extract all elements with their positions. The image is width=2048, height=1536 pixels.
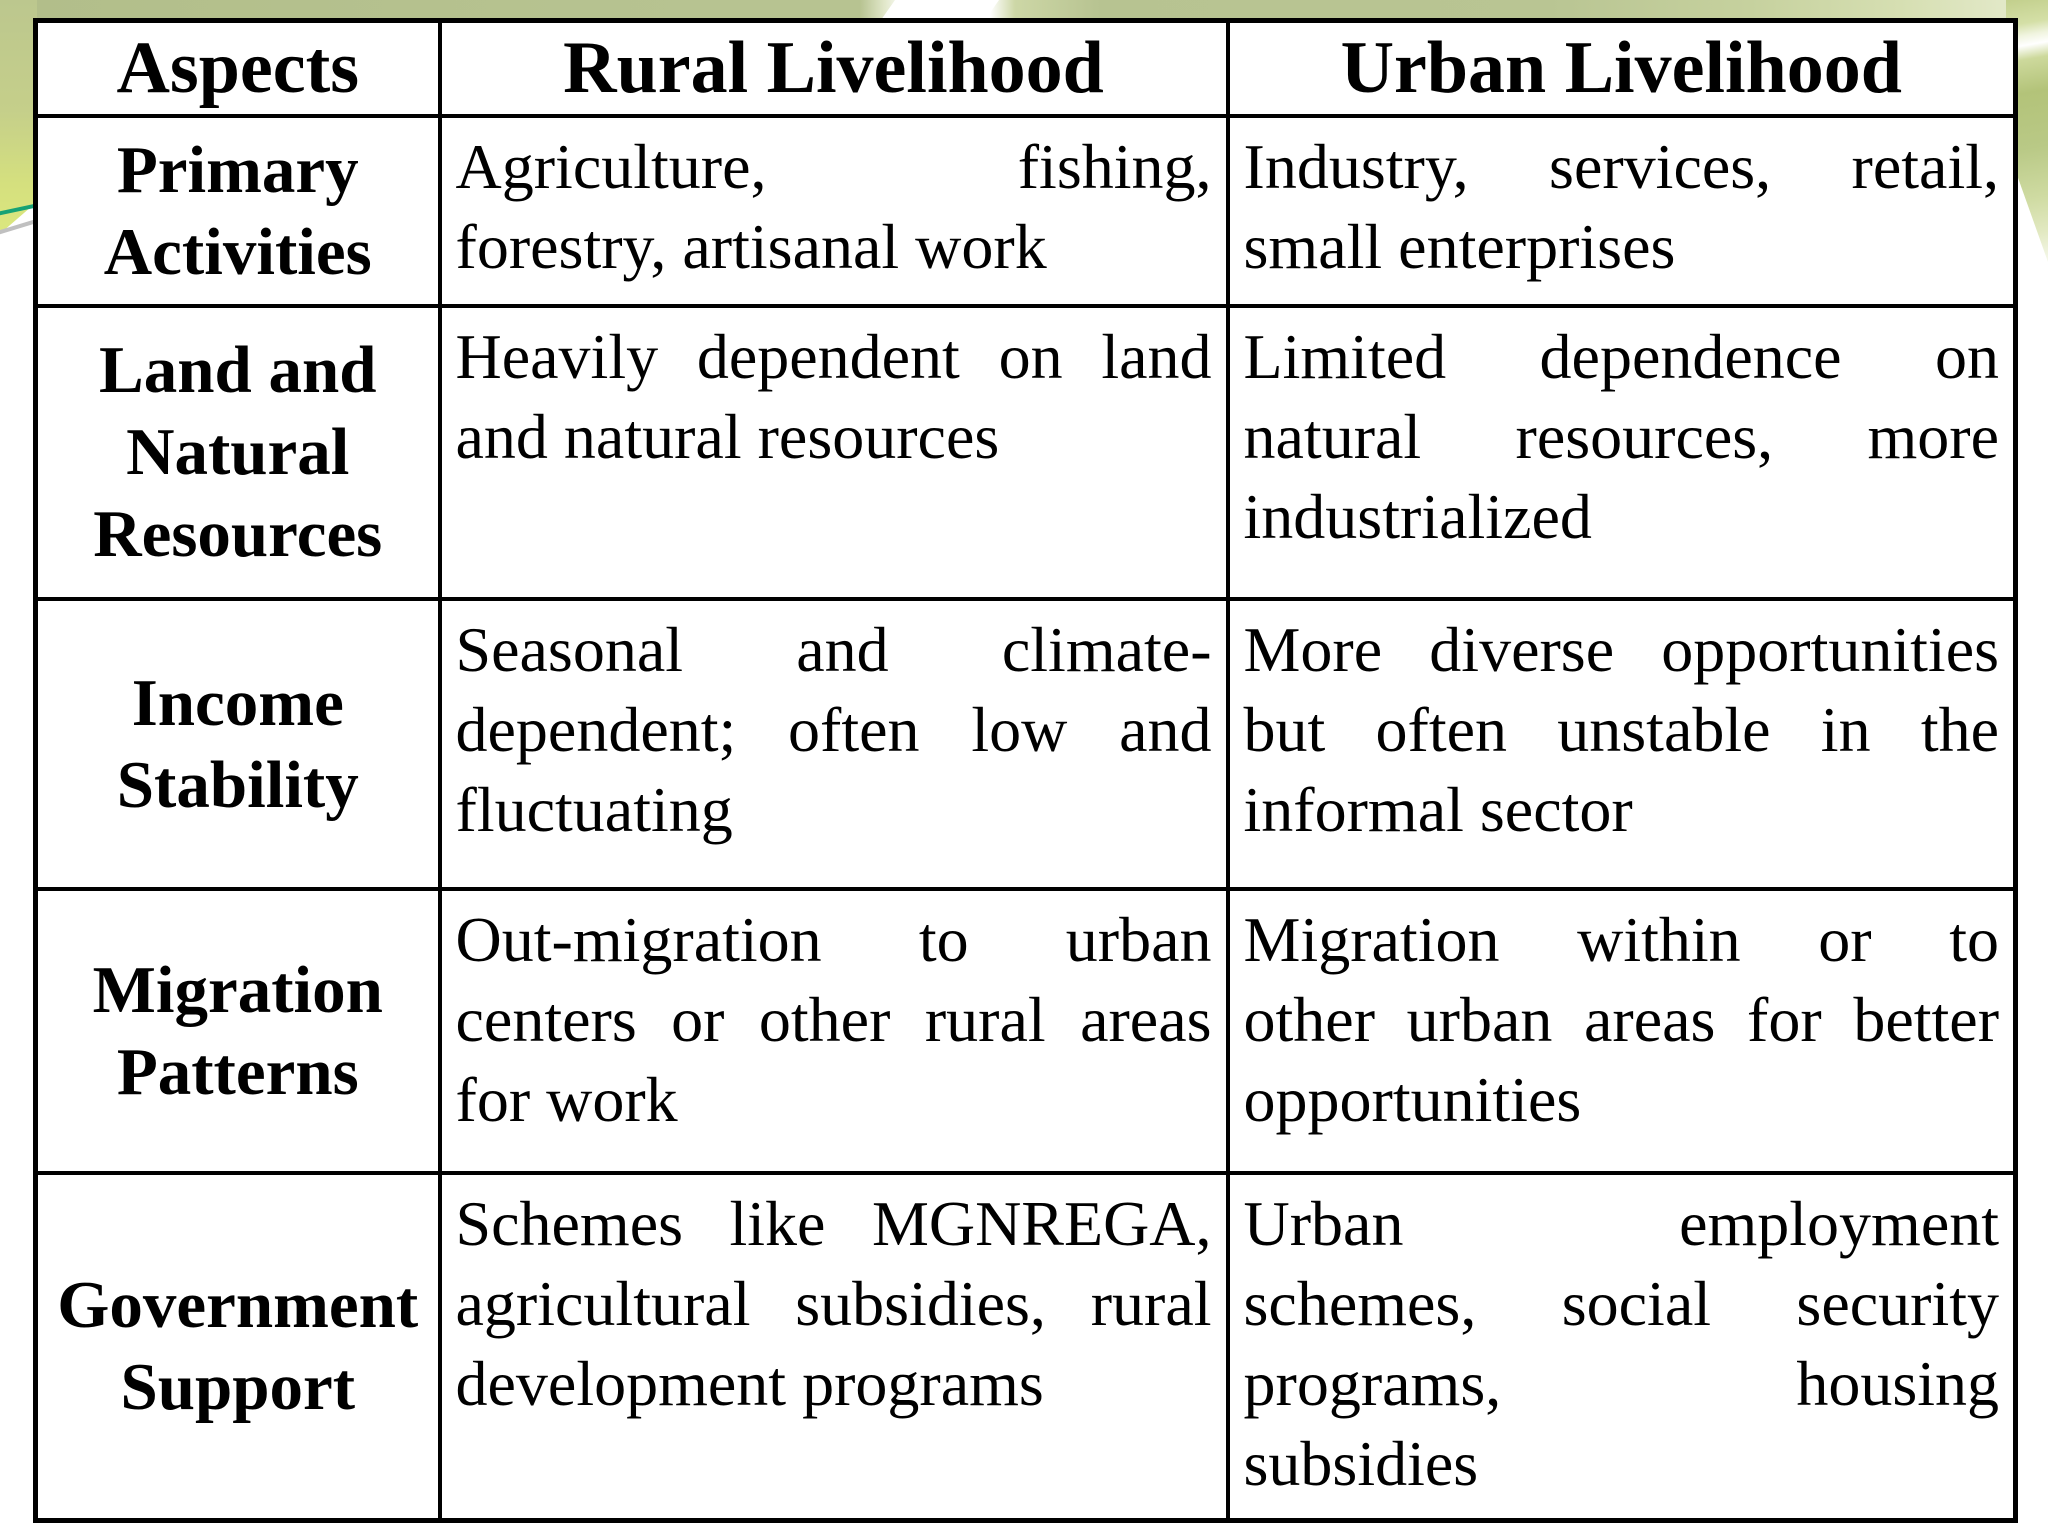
text-line: and natural resources [455, 400, 1000, 472]
text-line: for work [455, 1063, 678, 1135]
table-row: Migration Patterns Out-migration to urban c… [33, 886, 2018, 1175]
header-aspects: Aspects [33, 18, 442, 118]
text-line: Heavily dependent on land [455, 320, 1212, 392]
urban-cell: Urban employment schemes, social security… [1225, 1170, 2018, 1523]
text-line: Limited dependence on [1243, 320, 2000, 392]
text-line: dependent; often low and [455, 693, 1212, 765]
text-line: natural resources, more [1243, 400, 2000, 472]
table-row: Income Stability Seasonal and climate-depe… [33, 596, 2018, 891]
rural-urban-comparison-table: Aspects Rural Livelihood Urban Livelihoo… [33, 18, 2018, 1523]
text-line: development programs [455, 1347, 1044, 1419]
table-body: Primary Activities Agriculture, fishing, fo… [33, 113, 2018, 1523]
text-line: schemes, social security [1243, 1267, 2000, 1339]
left-green-wedge [0, 0, 37, 234]
text-line: subsidies [1243, 1427, 1479, 1499]
text-line: Activities [103, 214, 372, 289]
text-line: Land and [99, 333, 377, 407]
rural-cell: Schemes like MGNREGA, agricultural subsid… [437, 1170, 1230, 1523]
white-swoosh [875, 0, 1005, 19]
text-line: Migration [92, 952, 383, 1027]
rural-cell: Seasonal and climate-dependent; often lo… [437, 596, 1230, 891]
text-line: centers or other rural areas [455, 983, 1212, 1055]
text-line: Support [120, 1350, 356, 1425]
text-line: Seasonal and climate- [455, 613, 1212, 685]
text-line: Income [131, 665, 344, 740]
text-line: agricultural subsidies, rural [455, 1267, 1212, 1339]
urban-cell: Migration within or to other urban areas … [1225, 886, 2018, 1175]
text-line: Natural [126, 415, 350, 489]
header-rural-livelihood: Rural Livelihood [437, 18, 1230, 118]
aspect-cell: Government Support [33, 1170, 442, 1523]
header-urban-livelihood: Urban Livelihood [1225, 18, 2018, 118]
text-line: Out-migration to urban [455, 903, 1212, 975]
rural-cell: Heavily dependent on land and natural res… [437, 303, 1230, 601]
text-line: opportunities [1243, 1063, 1582, 1135]
header-row: Aspects Rural Livelihood Urban Livelihoo… [33, 18, 2018, 118]
rural-cell: Out-migration to urban centers or other r… [437, 886, 1230, 1175]
text-line: Patterns [116, 1034, 359, 1109]
text-line: Primary [116, 132, 359, 207]
aspect-cell: Land and Natural Resources [33, 303, 442, 601]
text-line: other urban areas for better [1243, 983, 2000, 1055]
top-green-band [0, 0, 2048, 19]
text-line: Stability [116, 747, 359, 822]
text-line: Industry, services, retail, [1243, 130, 2000, 202]
text-line: More diverse opportunities [1243, 613, 2000, 685]
urban-cell: More diverse opportunities but often unst… [1225, 596, 2018, 891]
table-row: Government Support Schemes like MGNREGA, ag… [33, 1170, 2018, 1523]
text-line: forestry, artisanal work [455, 210, 1047, 282]
text-line: Resources [93, 497, 383, 571]
aspect-cell: Migration Patterns [33, 886, 442, 1175]
aspect-cell: Income Stability [33, 596, 442, 891]
text-line: Schemes like MGNREGA, [455, 1187, 1212, 1259]
table-row: Land and Natural Resources Heavily dependen… [33, 303, 2018, 601]
text-line: fluctuating [455, 773, 733, 845]
text-line: Government [57, 1268, 419, 1343]
text-line: programs, housing [1243, 1347, 2000, 1419]
text-line: but often unstable in the [1243, 693, 2000, 765]
rural-cell: Agriculture, fishing, forestry, artisanal… [437, 113, 1230, 308]
text-line: Agriculture, fishing, [455, 130, 1212, 202]
urban-cell: Industry, services, retail, small enterpr… [1225, 113, 2018, 308]
urban-cell: Limited dependence on natural resources, … [1225, 303, 2018, 601]
text-line: Migration within or to [1243, 903, 2000, 975]
table-row: Primary Activities Agriculture, fishing, fo… [33, 113, 2018, 308]
text-line: Urban employment [1243, 1187, 2000, 1259]
text-line: informal sector [1243, 773, 1633, 845]
aspect-cell: Primary Activities [33, 113, 442, 308]
text-line: industrialized [1243, 480, 1592, 552]
text-line: small enterprises [1243, 210, 1676, 282]
